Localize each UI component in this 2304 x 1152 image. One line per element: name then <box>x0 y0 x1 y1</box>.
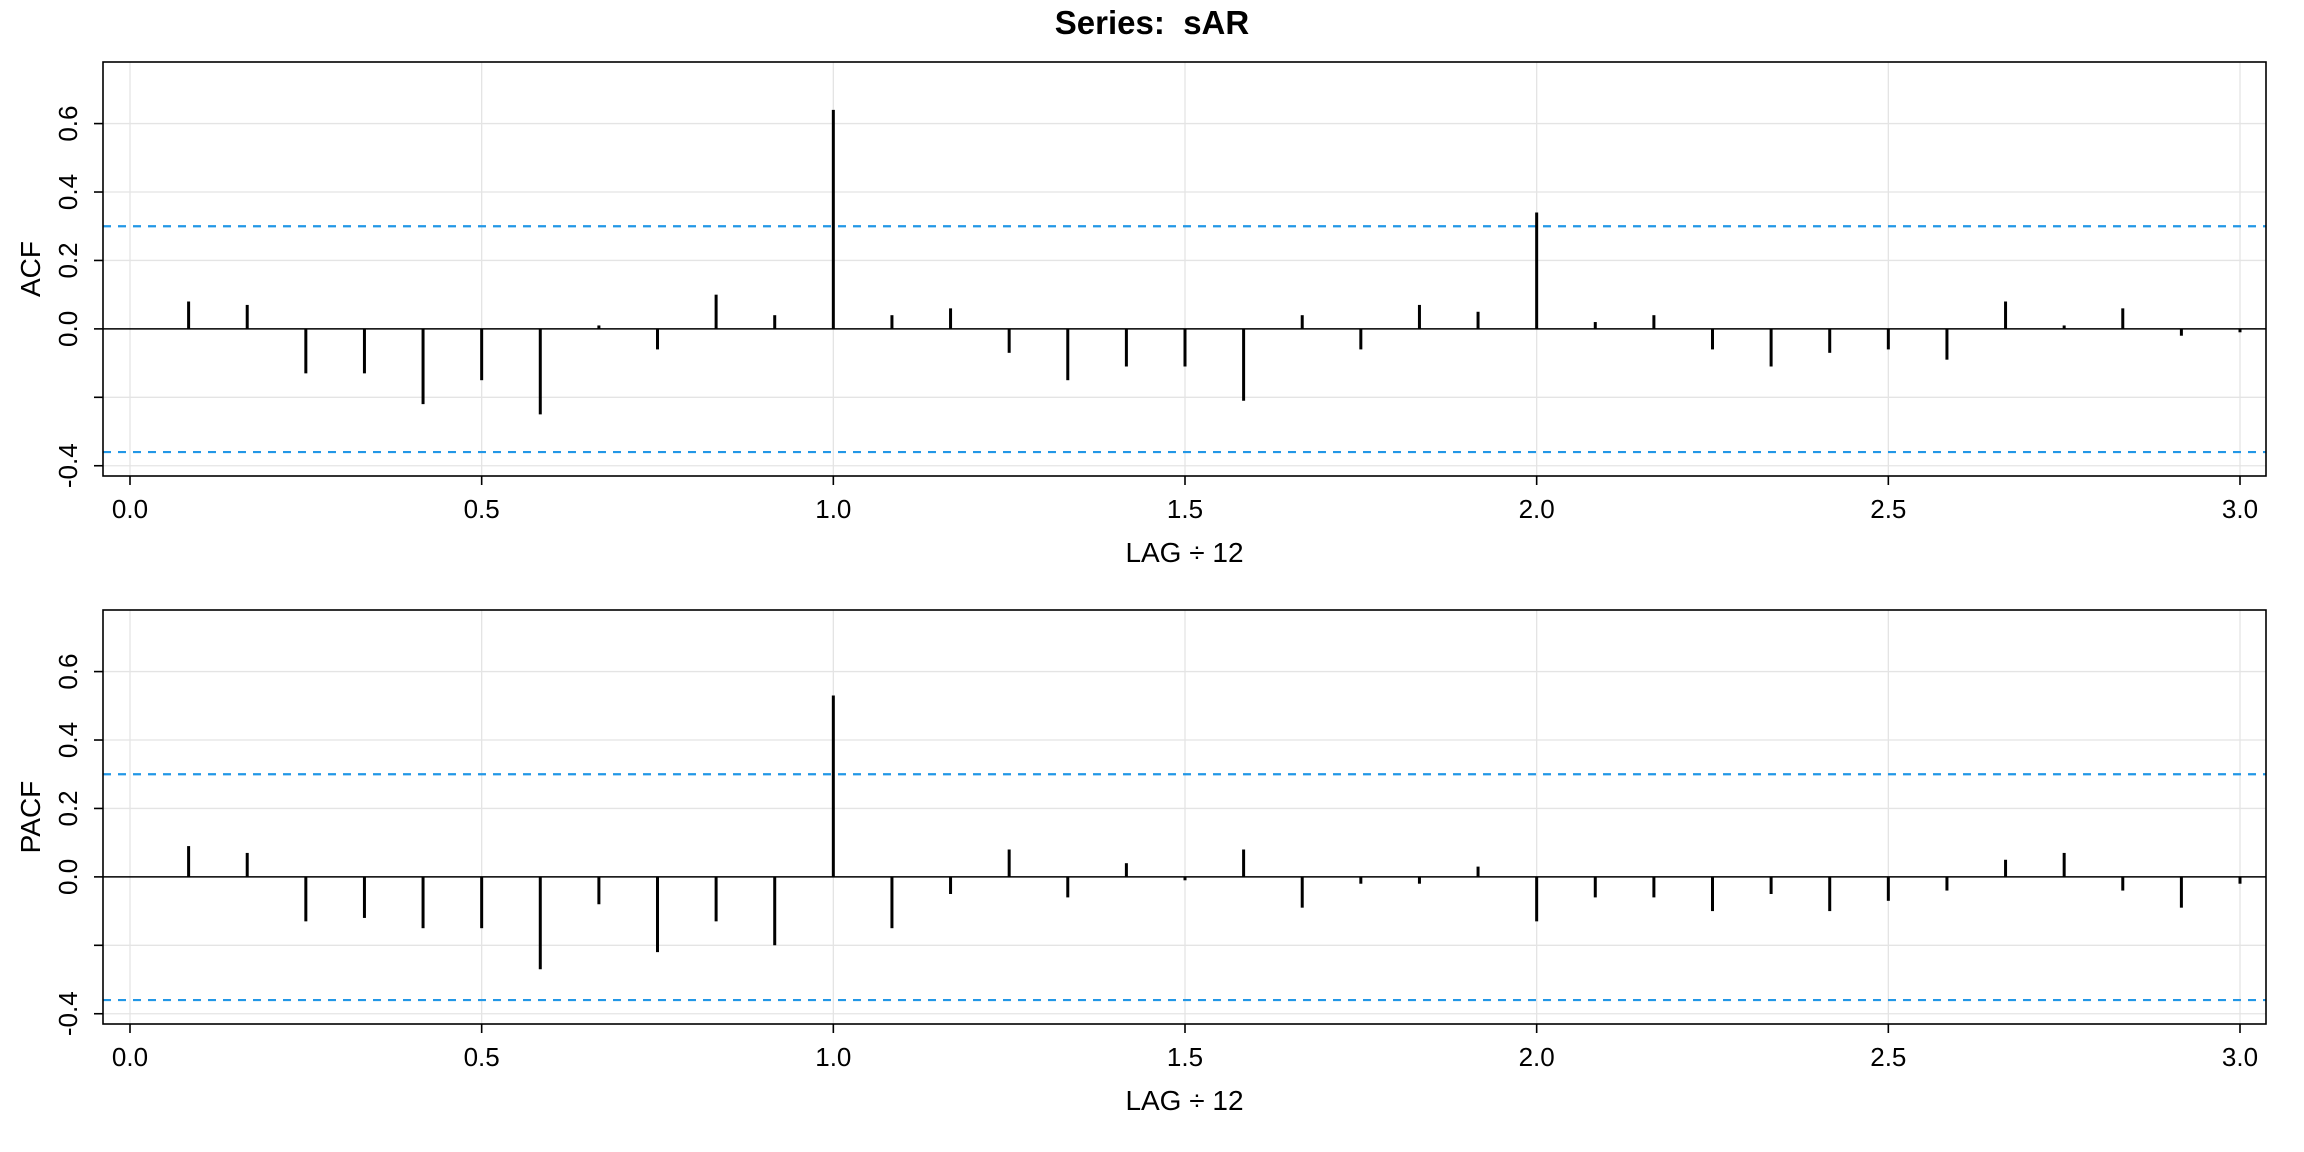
acf-y-tick-label: 0.6 <box>53 106 83 142</box>
pacf-x-tick-label: 1.5 <box>1167 1042 1203 1072</box>
acf-y-tick-label: 0.2 <box>53 242 83 278</box>
pacf-x-tick-label: 0.0 <box>112 1042 148 1072</box>
acf-x-tick-label: 0.0 <box>112 494 148 524</box>
pacf-y-tick-label: -0.4 <box>53 991 83 1036</box>
acf-x-tick-label: 2.0 <box>1519 494 1555 524</box>
acf-x-axis: 0.0 0.5 1.0 1.5 2.0 2.5 3.0 LAG ÷ 12 <box>112 476 2258 566</box>
figure-title: Series: sAR <box>1054 4 1250 41</box>
acf-confidence-bounds <box>103 225 2266 454</box>
acf-y-axis-label: ACF <box>15 241 46 297</box>
acf-y-tick-label: 0.0 <box>53 311 83 347</box>
pacf-y-tick-label: 0.2 <box>53 790 83 826</box>
pacf-x-tick-label: 2.0 <box>1519 1042 1555 1072</box>
acf-x-tick-label: 2.5 <box>1870 494 1906 524</box>
acf-x-tick-label: 1.5 <box>1167 494 1203 524</box>
acf-gridlines <box>103 62 2266 476</box>
acf-bars <box>187 109 2242 415</box>
pacf-x-axis: 0.0 0.5 1.0 1.5 2.0 2.5 3.0 LAG ÷ 12 <box>112 1024 2258 1114</box>
pacf-x-tick-label: 0.5 <box>464 1042 500 1072</box>
pacf-x-tick-label: 1.0 <box>815 1042 851 1072</box>
pacf-x-tick-label: 3.0 <box>2222 1042 2258 1072</box>
pacf-x-tick-label: 2.5 <box>1870 1042 1906 1072</box>
pacf-bars <box>187 695 2242 970</box>
acf-x-tick-label: 1.0 <box>815 494 851 524</box>
pacf-gridlines <box>103 610 2266 1024</box>
acf-x-axis-label: LAG ÷ 12 <box>1125 537 1243 566</box>
acf-x-tick-label: 0.5 <box>464 494 500 524</box>
pacf-y-tick-label: 0.6 <box>53 654 83 690</box>
pacf-y-axis-label: PACF <box>15 781 46 854</box>
acf-y-axis: 0.6 0.4 0.2 0.0 -0.4 ACF <box>15 106 103 488</box>
acf-y-tick-label: -0.4 <box>53 443 83 488</box>
acf-x-tick-label: 3.0 <box>2222 494 2258 524</box>
pacf-y-tick-label: 0.0 <box>53 859 83 895</box>
pacf-y-tick-label: 0.4 <box>53 722 83 758</box>
acf-y-tick-label: 0.4 <box>53 174 83 210</box>
pacf-confidence-bounds <box>103 773 2266 1002</box>
pacf-y-axis: 0.6 0.4 0.2 0.0 -0.4 PACF <box>15 654 103 1036</box>
pacf-x-axis-label: LAG ÷ 12 <box>1125 1085 1243 1114</box>
